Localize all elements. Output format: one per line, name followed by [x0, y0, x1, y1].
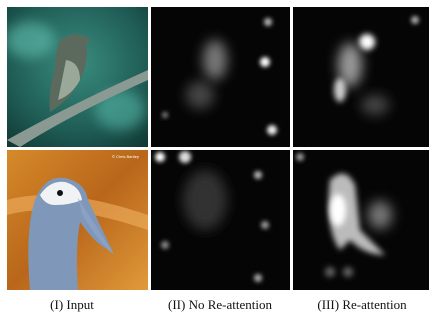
input-image-albatross: © Chris Bartley [7, 150, 148, 290]
attention-map-no-reattention [151, 150, 290, 290]
caption: (II) No Re-attention [168, 297, 272, 312]
caption: (I) Input [50, 297, 94, 312]
input-image-bird [5, 7, 148, 147]
attention-map-reattention [293, 7, 429, 147]
attention-map-no-reattention [151, 7, 290, 147]
attention-map-reattention [293, 150, 429, 290]
caption: (III) Re-attention [317, 297, 407, 312]
figure: © Chris Bartley (I) Input (II) No Re-att… [0, 0, 429, 316]
watermark: © Chris Bartley [112, 154, 139, 159]
page: {"captions": ["(I) Input", "(II) No Re-a… [0, 0, 429, 316]
